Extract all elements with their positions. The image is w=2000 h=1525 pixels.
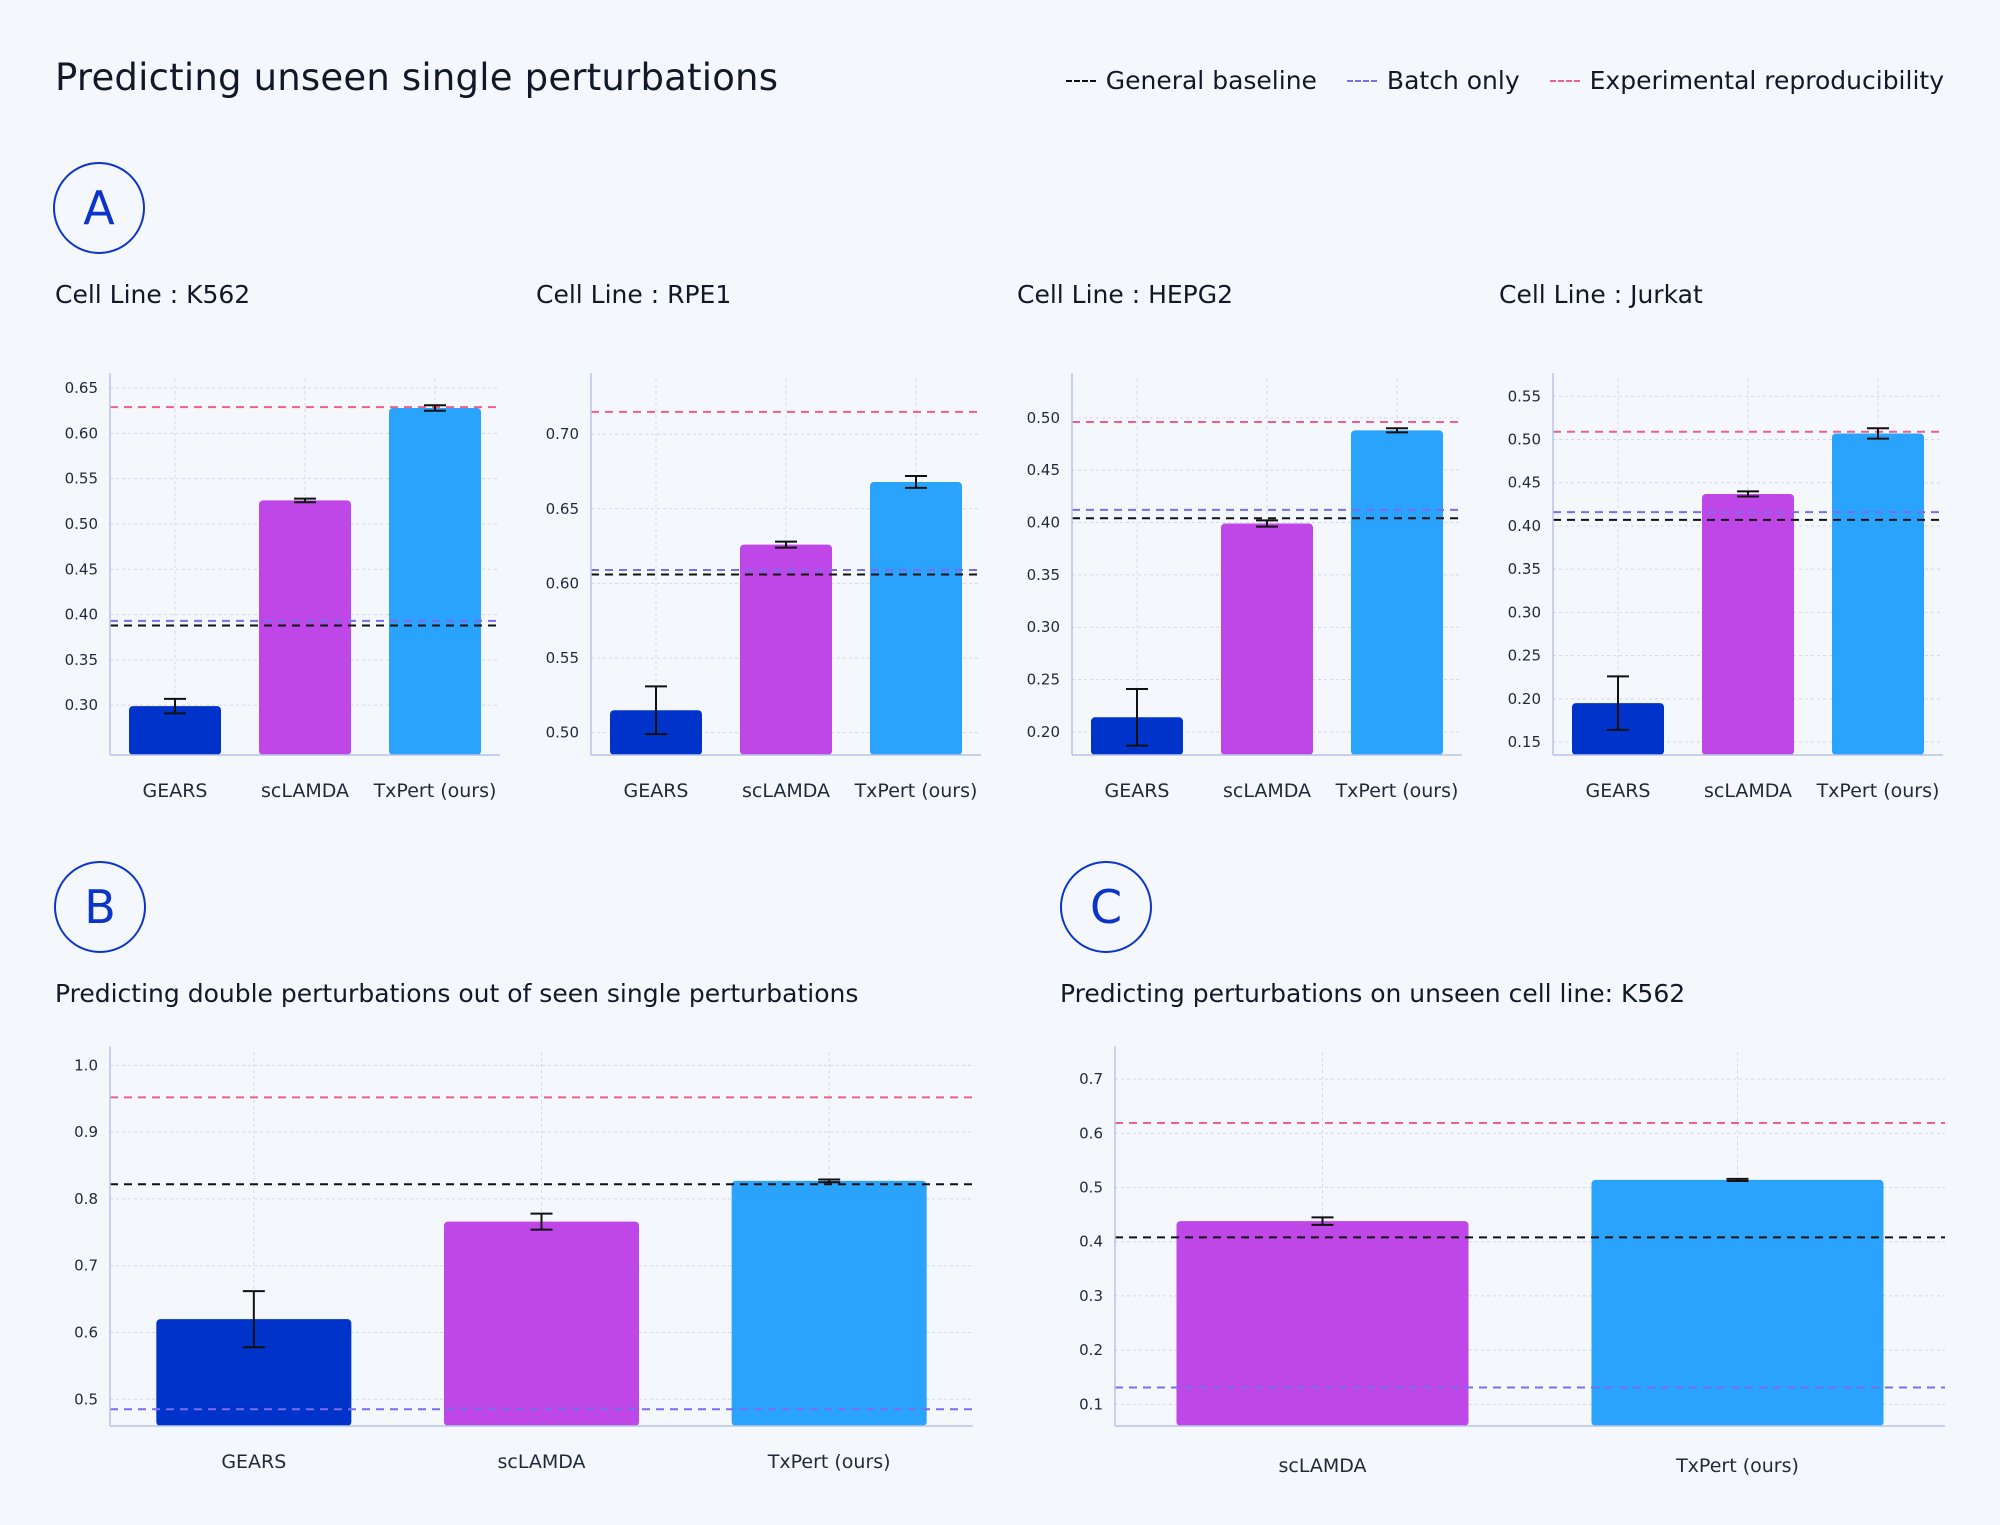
y-tick-label: 0.9 xyxy=(74,1123,98,1141)
y-tick-label: 0.50 xyxy=(546,724,579,742)
legend-swatch-general-baseline xyxy=(1065,79,1096,82)
x-tick-label: GEARS xyxy=(1586,780,1651,802)
legend-label: General baseline xyxy=(1105,66,1317,95)
y-tick-label: 0.40 xyxy=(1508,517,1541,535)
x-tick-label: GEARS xyxy=(1105,780,1170,802)
page-title: Predicting unseen single perturbations xyxy=(55,56,779,99)
bar-txpert-ours xyxy=(1351,430,1443,755)
y-tick-label: 0.30 xyxy=(65,696,98,714)
y-tick-label: 0.15 xyxy=(1508,733,1541,751)
legend-item-experimental-reproducibility: Experimental reproducibility xyxy=(1549,66,1944,95)
chart-hepg2: 0.20 0.25 0.30 0.35 0.40 0.45 0.50 GEARS scLAMDA… xyxy=(1027,373,1462,802)
bar-sclamda xyxy=(259,500,351,755)
y-tick-label: 0.65 xyxy=(546,500,579,518)
y-tick-label: 0.30 xyxy=(1027,618,1060,636)
chart-unseen-cell-line: 0.1 0.2 0.3 0.4 0.5 0.6 0.7 scLAMDA TxPert (ours… xyxy=(1079,1046,1945,1477)
y-tick-label: 0.7 xyxy=(1079,1070,1103,1088)
x-tick-label: scLAMDA xyxy=(261,780,349,802)
y-tick-label: 0.35 xyxy=(1508,560,1541,578)
legend-item-batch-only: Batch only xyxy=(1346,66,1520,95)
bar-sclamda xyxy=(1702,493,1794,755)
chart-jurkat: 0.15 0.20 0.25 0.30 0.35 0.40 0.45 0.50 0.55 GEAR… xyxy=(1508,373,1943,802)
y-tick-label: 0.20 xyxy=(1027,723,1060,741)
chart-title-jurkat: Cell Line : Jurkat xyxy=(1499,280,1703,309)
bar-txpert-ours xyxy=(389,407,481,755)
bar-txpert-ours xyxy=(1832,433,1924,755)
x-tick-label: scLAMDA xyxy=(1278,1455,1366,1477)
x-tick-label: scLAMDA xyxy=(1223,780,1311,802)
chart-title-double-perturbations: Predicting double perturbations out of s… xyxy=(55,979,859,1008)
y-tick-label: 0.45 xyxy=(1027,461,1060,479)
y-tick-label: 0.6 xyxy=(74,1324,98,1342)
legend-swatch-batch-only xyxy=(1346,79,1377,82)
y-tick-label: 0.1 xyxy=(1079,1395,1103,1413)
y-tick-label: 0.3 xyxy=(1079,1287,1103,1305)
x-tick-label: TxPert (ours) xyxy=(373,780,497,802)
x-tick-label: TxPert (ours) xyxy=(854,780,978,802)
y-tick-label: 1.0 xyxy=(74,1056,98,1074)
y-tick-label: 0.55 xyxy=(1508,387,1541,405)
x-tick-label: GEARS xyxy=(143,780,208,802)
y-tick-label: 0.20 xyxy=(1508,690,1541,708)
y-tick-label: 0.25 xyxy=(1027,671,1060,689)
legend-label: Batch only xyxy=(1386,66,1520,95)
y-tick-label: 0.35 xyxy=(65,651,98,669)
y-tick-label: 0.45 xyxy=(65,560,98,578)
y-tick-label: 0.65 xyxy=(65,379,98,397)
x-tick-label: scLAMDA xyxy=(1704,780,1792,802)
chart-title-unseen-cell-line: Predicting perturbations on unseen cell … xyxy=(1060,979,1686,1008)
chart-title-k562: Cell Line : K562 xyxy=(55,280,251,309)
x-tick-label: TxPert (ours) xyxy=(1335,780,1459,802)
bar-sclamda xyxy=(740,544,832,755)
y-tick-label: 0.6 xyxy=(1079,1124,1103,1142)
y-tick-label: 0.50 xyxy=(65,515,98,533)
bar-txpert-ours xyxy=(731,1180,927,1426)
y-tick-label: 0.7 xyxy=(74,1257,98,1275)
y-tick-label: 0.60 xyxy=(65,424,98,442)
x-tick-label: scLAMDA xyxy=(742,780,830,802)
bar-txpert-ours xyxy=(870,481,962,755)
y-tick-label: 0.4 xyxy=(1079,1233,1103,1251)
chart-rpe1: 0.50 0.55 0.60 0.65 0.70 GEARS scLAMDA TxPert (… xyxy=(546,373,981,802)
y-tick-label: 0.25 xyxy=(1508,647,1541,665)
chart-double-perturbations: 0.5 0.6 0.7 0.8 0.9 1.0 GEARS scLAMDA TxPert (ou… xyxy=(74,1046,973,1473)
y-tick-label: 0.40 xyxy=(1027,513,1060,531)
y-tick-label: 0.55 xyxy=(65,470,98,488)
x-tick-label: TxPert (ours) xyxy=(1675,1455,1799,1477)
y-tick-label: 0.40 xyxy=(65,606,98,624)
bar-gears xyxy=(156,1319,352,1426)
x-tick-label: scLAMDA xyxy=(497,1451,585,1473)
y-tick-label: 0.45 xyxy=(1508,474,1541,492)
y-tick-label: 0.50 xyxy=(1508,431,1541,449)
y-tick-label: 0.50 xyxy=(1027,409,1060,427)
x-tick-label: GEARS xyxy=(624,780,689,802)
section-label-c: C xyxy=(1060,861,1152,953)
y-tick-label: 0.35 xyxy=(1027,566,1060,584)
x-tick-label: TxPert (ours) xyxy=(767,1451,891,1473)
chart-title-hepg2: Cell Line : HEPG2 xyxy=(1017,280,1234,309)
section-label-a: A xyxy=(53,162,145,254)
chart-k562: 0.30 0.35 0.40 0.45 0.50 0.55 0.60 0.65 GEARS scL… xyxy=(65,373,500,802)
y-tick-label: 0.60 xyxy=(546,574,579,592)
bar-sclamda xyxy=(444,1221,639,1426)
y-tick-label: 0.2 xyxy=(1079,1341,1103,1359)
bar-sclamda xyxy=(1176,1221,1469,1426)
x-tick-label: GEARS xyxy=(221,1451,286,1473)
section-label-b: B xyxy=(54,861,146,953)
y-tick-label: 0.5 xyxy=(1079,1179,1103,1197)
bar-txpert-ours xyxy=(1591,1179,1884,1426)
legend-item-general-baseline: General baseline xyxy=(1065,66,1317,95)
y-tick-label: 0.55 xyxy=(546,649,579,667)
y-tick-label: 0.30 xyxy=(1508,603,1541,621)
chart-title-rpe1: Cell Line : RPE1 xyxy=(536,280,732,309)
x-tick-label: TxPert (ours) xyxy=(1816,780,1940,802)
y-tick-label: 0.70 xyxy=(546,425,579,443)
bar-sclamda xyxy=(1221,523,1313,755)
legend: General baseline Batch only Experimental… xyxy=(1065,66,1944,95)
y-tick-label: 0.5 xyxy=(74,1390,98,1408)
y-tick-label: 0.8 xyxy=(74,1190,98,1208)
legend-swatch-experimental-reproducibility xyxy=(1549,79,1580,82)
legend-label: Experimental reproducibility xyxy=(1589,66,1944,95)
bar-gears xyxy=(129,706,221,755)
